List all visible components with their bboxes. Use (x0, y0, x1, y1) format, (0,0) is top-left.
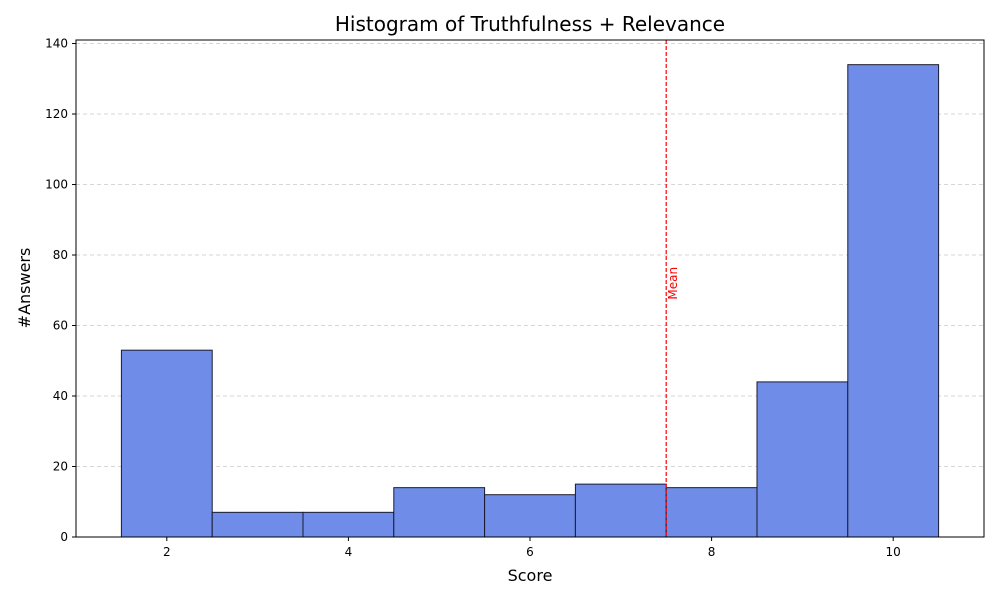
chart-title: Histogram of Truthfulness + Relevance (335, 12, 725, 36)
y-axis-ticks: 0 20 40 60 80 100 120 140 (45, 37, 76, 544)
x-tick-label-4: 10 (886, 545, 901, 559)
y-axis-label: #Answers (15, 248, 34, 329)
x-tick-label-1: 4 (345, 545, 353, 559)
mean-line-group: Mean (665, 40, 680, 537)
histogram-bar-1 (211, 511, 304, 538)
histogram-bar-2 (302, 511, 395, 538)
histogram-bar-5 (574, 483, 667, 538)
histogram-bar-0 (120, 349, 213, 538)
x-axis-label: Score (508, 566, 553, 585)
x-tick-label-0: 2 (163, 545, 171, 559)
x-tick-label-3: 8 (708, 545, 716, 559)
y-tick-label-7: 140 (45, 37, 68, 51)
y-tick-label-1: 20 (53, 460, 68, 474)
histogram-bar-7 (756, 381, 849, 538)
y-tick-label-4: 80 (53, 248, 68, 262)
y-tick-label-2: 40 (53, 389, 68, 403)
y-tick-label-0: 0 (60, 530, 68, 544)
y-tick-label-3: 60 (53, 319, 68, 333)
y-tick-label-5: 100 (45, 178, 68, 192)
mean-line-label: Mean (666, 267, 680, 300)
histogram-bar-3 (393, 487, 486, 538)
histogram-bar-8 (847, 64, 940, 538)
histogram-bar-6 (665, 487, 758, 538)
x-axis-ticks: 2 4 6 8 10 (163, 537, 901, 559)
histogram-bar-4 (484, 494, 576, 538)
histogram-bars (120, 64, 940, 538)
y-tick-label-6: 120 (45, 107, 68, 121)
x-tick-label-2: 6 (526, 545, 534, 559)
